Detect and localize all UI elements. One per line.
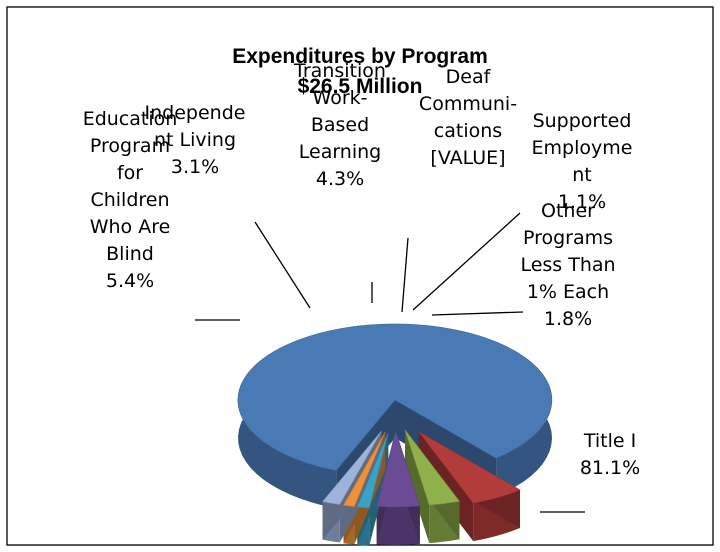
slice-label-line: Based bbox=[310, 113, 370, 136]
slice-label-line: [VALUE] bbox=[430, 147, 506, 169]
slice-label-line: Education bbox=[82, 107, 178, 130]
slice-label-line: 1.1% bbox=[557, 191, 607, 213]
pie-slice-supp bbox=[343, 431, 386, 507]
pie-slice-side-trans bbox=[376, 506, 420, 545]
leader-line-deaf bbox=[401, 237, 409, 313]
pie-slice-title1 bbox=[237, 323, 553, 471]
slice-label-deaf: Deaf Communi-cations [VALUE] bbox=[388, 64, 548, 172]
slice-label-line: 81.1% bbox=[579, 457, 641, 479]
slice-label-line: Who Are bbox=[89, 215, 171, 238]
slice-label-line: 1% Each bbox=[526, 280, 610, 303]
slice-label-line: cations bbox=[433, 120, 503, 142]
slice-label-line: Learning bbox=[298, 140, 382, 163]
leader-line-supp bbox=[412, 212, 521, 311]
leader-line-other bbox=[431, 311, 524, 316]
slice-label-line: Transition bbox=[294, 59, 386, 82]
pie-slice-ind bbox=[404, 429, 460, 506]
pie-slice-wall-other-1 bbox=[322, 431, 382, 540]
slice-label-line: Less Than bbox=[520, 253, 616, 276]
slice-label-line: nt Living bbox=[153, 128, 237, 151]
slice-label-trans: Transition Work- Based Learning 4.3% bbox=[260, 58, 420, 193]
slice-label-supp: Supported Employme nt 1.1% bbox=[502, 108, 662, 216]
leader-line-ind bbox=[254, 221, 311, 309]
slice-label-line: nt bbox=[572, 164, 592, 186]
slice-label-line: Other bbox=[541, 199, 595, 222]
chart-title: Expenditures by Program bbox=[232, 45, 488, 68]
slice-label-line: Work- bbox=[312, 86, 368, 109]
slice-label-line: for bbox=[116, 161, 144, 184]
slice-label-line: Supported bbox=[532, 110, 632, 132]
slice-label-line: 3.1% bbox=[170, 155, 220, 178]
pie-slice-deaf bbox=[356, 432, 389, 509]
chart-subtitle: $26.5 Million bbox=[297, 75, 423, 98]
slice-label-line: Title I bbox=[583, 430, 637, 452]
pie-slice-wall-ind-1 bbox=[405, 429, 430, 544]
slice-label-line: Programs bbox=[522, 226, 614, 249]
slice-label-line: Communi- bbox=[418, 93, 518, 115]
slice-label-edu: Education Program for Children Who Are Blind 5… bbox=[50, 106, 210, 295]
slice-label-ind: Independe nt Living 3.1% bbox=[115, 100, 275, 181]
slice-label-line: Independe bbox=[144, 101, 246, 124]
pie-slice-trans bbox=[376, 429, 421, 508]
slice-label-line: 4.3% bbox=[315, 167, 365, 190]
pie-slice-edu bbox=[418, 431, 521, 504]
slice-label-line: 1.8% bbox=[543, 307, 593, 330]
pie-slice-other bbox=[322, 430, 382, 505]
slice-label-line: Employme bbox=[531, 137, 633, 159]
slice-label-title1: Title I 81.1% bbox=[530, 428, 690, 482]
slice-label-line: Deaf bbox=[445, 66, 491, 88]
slice-label-other: Other Programs Less Than 1% Each 1.8% bbox=[488, 198, 648, 333]
slice-label-line: Blind bbox=[106, 242, 154, 265]
slice-label-line: 5.4% bbox=[105, 269, 155, 292]
slice-label-line: Children bbox=[90, 188, 170, 211]
slice-label-line: Program bbox=[89, 134, 171, 157]
